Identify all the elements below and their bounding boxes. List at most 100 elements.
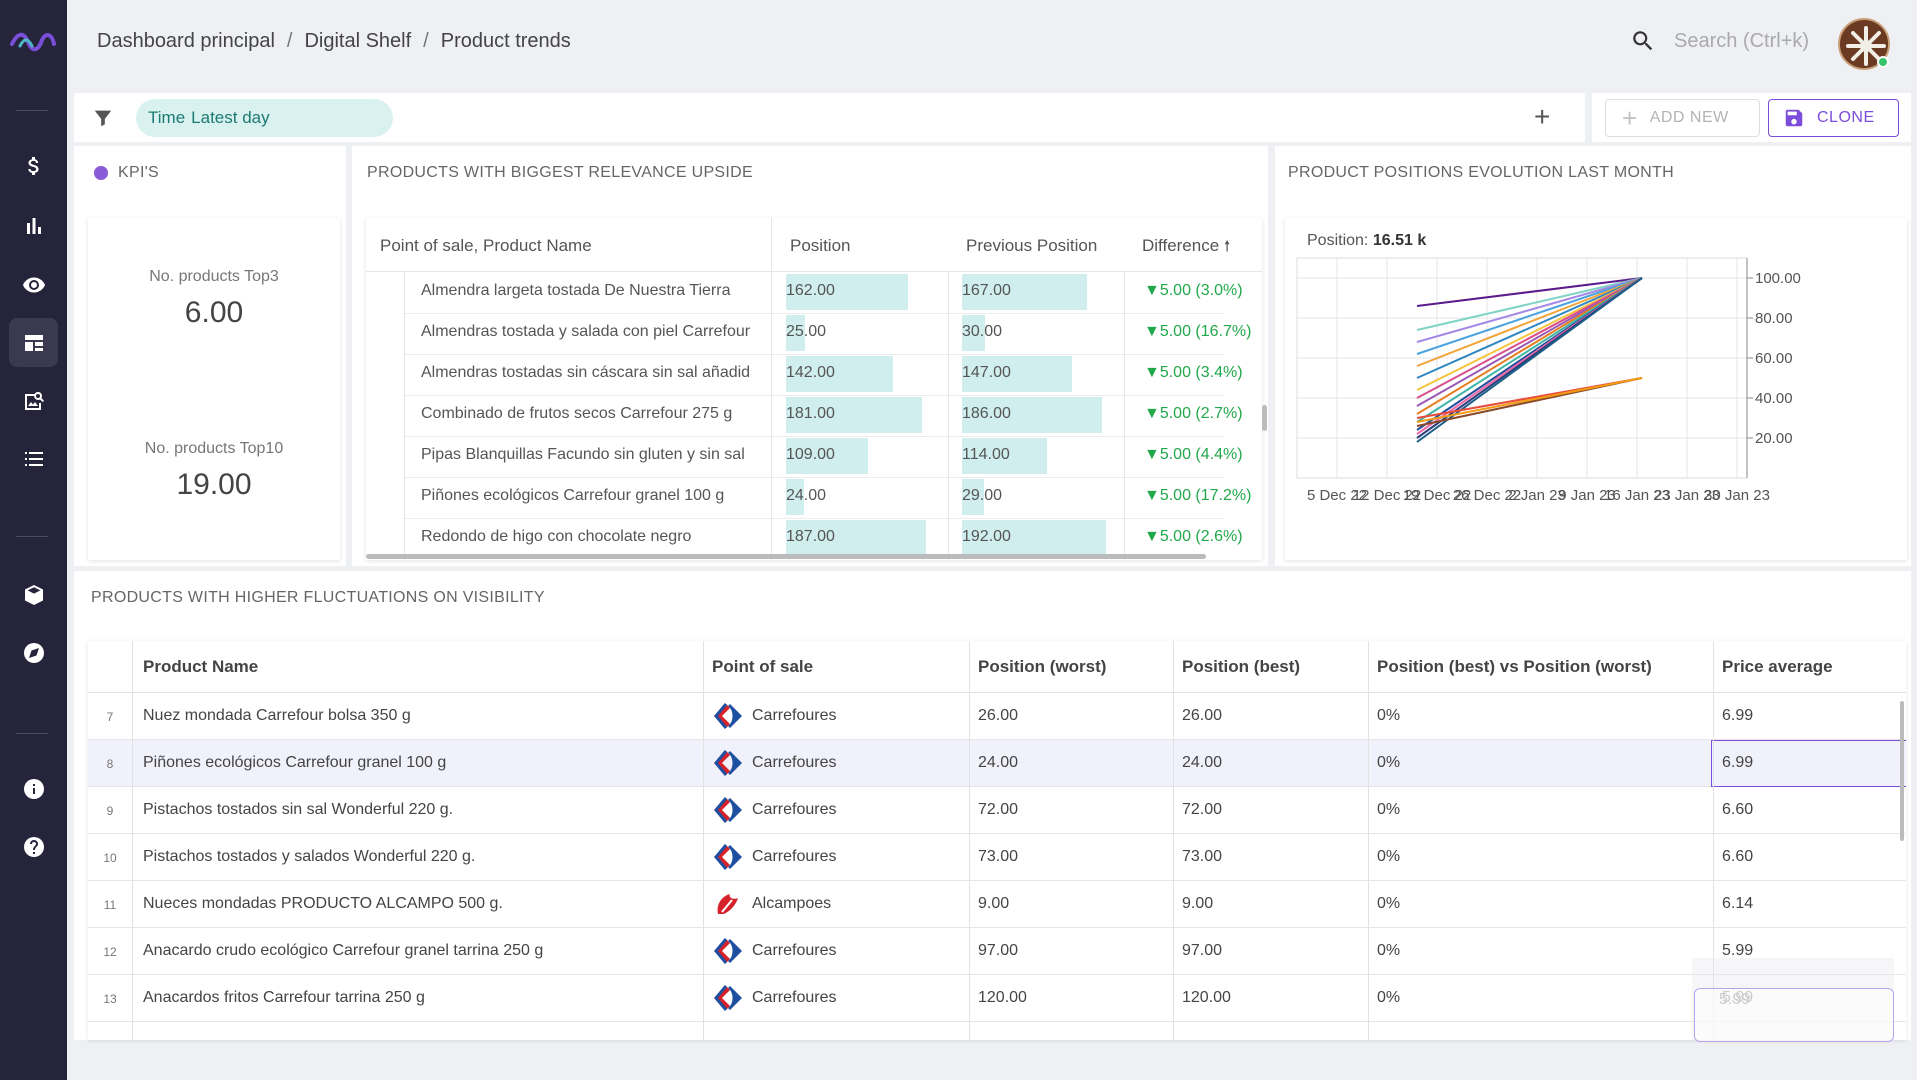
filter-chip-time[interactable]: Time Latest day (136, 99, 393, 137)
sidebar-item-info[interactable] (9, 764, 58, 813)
column-header-position-best[interactable]: Position (best) (1182, 657, 1301, 676)
cell-best-vs-worst[interactable]: 0% (1377, 848, 1401, 865)
app-logo-icon[interactable] (10, 30, 56, 54)
column-header-best-vs-worst[interactable]: Position (best) vs Position (worst) (1377, 657, 1652, 676)
column-header-previous-position[interactable]: Previous Position (966, 236, 1098, 255)
cell-position-worst[interactable]: 120.00 (978, 989, 1027, 1006)
table-row[interactable]: 12 Anacardo crudo ecológico Carrefour gra… (88, 928, 1906, 975)
column-header-price-average[interactable]: Price average (1722, 657, 1833, 676)
table-row[interactable]: 7 Nuez mondada Carrefour bolsa 350 g Carre… (88, 693, 1906, 740)
cell-best-vs-worst[interactable]: 0% (1377, 707, 1401, 724)
cell-position-worst[interactable]: 72.00 (978, 801, 1019, 818)
cell-price-average[interactable]: 6.99 (1722, 754, 1754, 771)
cell-best-vs-worst[interactable]: 0% (1377, 895, 1401, 912)
clone-button[interactable]: CLONE (1768, 99, 1899, 137)
sidebar-item-pricing[interactable] (9, 141, 58, 190)
cell-position-best[interactable]: 120.00 (1182, 989, 1231, 1006)
table-row[interactable]: 8 Piñones ecológicos Carrefour granel 100… (88, 740, 1906, 787)
cell-point-of-sale[interactable]: Carrefoures (752, 801, 837, 818)
sidebar-item-visibility[interactable] (9, 260, 58, 309)
cell-best-vs-worst[interactable]: 0% (1377, 942, 1401, 959)
table-row[interactable]: 9 Pistachos tostados sin sal Wonderful 22… (88, 787, 1906, 834)
cell-position-worst[interactable]: 26.00 (978, 707, 1019, 724)
column-divider (771, 218, 772, 272)
cell-price-average[interactable]: 5.99 (1722, 942, 1754, 959)
cell-point-of-sale[interactable]: Alcampoes (752, 895, 832, 912)
vertical-scrollbar[interactable] (1262, 405, 1267, 431)
relevance-row[interactable]: Pipas Blanquillas Facundo sin gluten y s… (366, 436, 1262, 476)
sidebar-item-dashboards[interactable] (9, 318, 58, 367)
sidebar-item-explore[interactable] (9, 628, 58, 677)
table-row[interactable]: 11 Nueces mondadas PRODUCTO ALCAMPO 500 g… (88, 881, 1906, 928)
cell-product-name[interactable]: Pistachos tostados y salados Wonderful 2… (143, 848, 476, 865)
column-header-product-name[interactable]: Product Name (143, 657, 259, 676)
cell-position-worst[interactable]: 97.00 (978, 942, 1019, 959)
cell-price-average[interactable]: 6.60 (1722, 848, 1754, 865)
cell-position-best[interactable]: 26.00 (1182, 707, 1223, 724)
avatar[interactable] (1838, 18, 1890, 70)
cell-position-best[interactable]: 9.00 (1182, 895, 1214, 912)
cell-price-average[interactable]: 6.14 (1722, 895, 1754, 912)
cell-position-best[interactable]: 72.00 (1182, 801, 1223, 818)
cell-point-of-sale[interactable]: Carrefoures (752, 989, 837, 1006)
cell-position-best[interactable]: 97.00 (1182, 942, 1223, 959)
chart-readout: Position: 16.51 k (1307, 232, 1426, 250)
sidebar-item-analytics[interactable] (9, 201, 58, 250)
table-row[interactable]: 13 Anacardos fritos Carrefour tarrina 250… (88, 975, 1906, 1022)
add-new-button[interactable]: + ADD NEW (1605, 99, 1760, 137)
cell-position-best[interactable]: 73.00 (1182, 848, 1223, 865)
cell-position-worst[interactable]: 73.00 (978, 848, 1019, 865)
sidebar-item-products[interactable] (9, 570, 58, 619)
avatar-image-icon (1840, 20, 1888, 68)
relevance-row[interactable]: Almendras tostada y salada con piel Carr… (366, 313, 1262, 353)
cell-product-name[interactable]: Anacardo crudo ecológico Carrefour grane… (143, 942, 544, 959)
row-difference: ▼5.00 (17.2%) (1144, 487, 1252, 504)
column-header-point-of-sale[interactable]: Point of sale (712, 657, 814, 676)
series-line-s3 (1416, 277, 1643, 343)
relevance-row[interactable]: Almendra largeta tostada De Nuestra Tier… (366, 272, 1262, 312)
breadcrumb-digital-shelf[interactable]: Digital Shelf (304, 30, 412, 52)
cell-price-average[interactable]: 6.60 (1722, 801, 1754, 818)
vertical-scrollbar[interactable] (1900, 701, 1904, 841)
cell-best-vs-worst[interactable]: 0% (1377, 801, 1401, 818)
sidebar-item-images[interactable] (9, 376, 58, 425)
column-header-pos-product[interactable]: Point of sale, Product Name (380, 236, 592, 255)
column-header-difference[interactable]: Difference 🠕 (1142, 236, 1230, 261)
row-difference: ▼5.00 (3.0%) (1144, 282, 1243, 299)
sidebar-item-lists[interactable] (9, 434, 58, 483)
breadcrumb-product-trends: Product trends (440, 30, 571, 52)
sidebar-item-help[interactable] (9, 822, 58, 871)
cell-price-average[interactable]: 6.99 (1722, 707, 1754, 724)
cell-product-name[interactable]: Nueces mondadas PRODUCTO ALCAMPO 500 g. (143, 895, 503, 912)
cell-point-of-sale[interactable]: Carrefoures (752, 942, 837, 959)
cell-product-name[interactable]: Pistachos tostados sin sal Wonderful 220… (143, 801, 454, 818)
horizontal-scrollbar[interactable] (366, 554, 1206, 559)
relevance-table: Point of sale, Product Name Position Pre… (366, 218, 1262, 560)
cell-product-name[interactable]: Nuez mondada Carrefour bolsa 350 g (143, 707, 411, 724)
column-header-position[interactable]: Position (790, 236, 851, 255)
cell-point-of-sale[interactable]: Carrefoures (752, 707, 837, 724)
search-box[interactable]: Search (Ctrl+k) (1630, 28, 1809, 54)
cell-best-vs-worst[interactable]: 0% (1377, 989, 1401, 1006)
add-filter-button[interactable]: + (1534, 101, 1551, 132)
cell-product-name[interactable]: Piñones ecológicos Carrefour granel 100 … (143, 754, 447, 771)
cell-point-of-sale[interactable]: Carrefoures (752, 848, 837, 865)
relevance-row[interactable]: Redondo de higo con chocolate negro 187.0… (366, 518, 1262, 558)
column-header-position-worst[interactable]: Position (worst) (978, 657, 1107, 676)
cell-position-best[interactable]: 24.00 (1182, 754, 1223, 771)
x-tick-label: 2 Jan 23 (1508, 487, 1566, 504)
cell-position-worst[interactable]: 24.00 (978, 754, 1019, 771)
relevance-row[interactable]: Piñones ecológicos Carrefour granel 100 … (366, 477, 1262, 517)
relevance-row[interactable]: Almendras tostadas sin cáscara sin sal a… (366, 354, 1262, 394)
filter-icon[interactable] (92, 107, 114, 129)
relevance-row[interactable]: Combinado de frutos secos Carrefour 275 … (366, 395, 1262, 435)
breadcrumb-dashboard[interactable]: Dashboard principal (97, 30, 275, 52)
cell-point-of-sale[interactable]: Carrefoures (752, 754, 837, 771)
cell-best-vs-worst[interactable]: 0% (1377, 754, 1401, 771)
cell-position-worst[interactable]: 9.00 (978, 895, 1010, 912)
x-tick-label: 16 Jan 23 (1604, 487, 1670, 504)
table-row[interactable]: 10 Pistachos tostados y salados Wonderful… (88, 834, 1906, 881)
search-input[interactable]: Search (Ctrl+k) (1674, 29, 1810, 52)
cell-product-name[interactable]: Anacardos fritos Carrefour tarrina 250 g (143, 989, 425, 1006)
